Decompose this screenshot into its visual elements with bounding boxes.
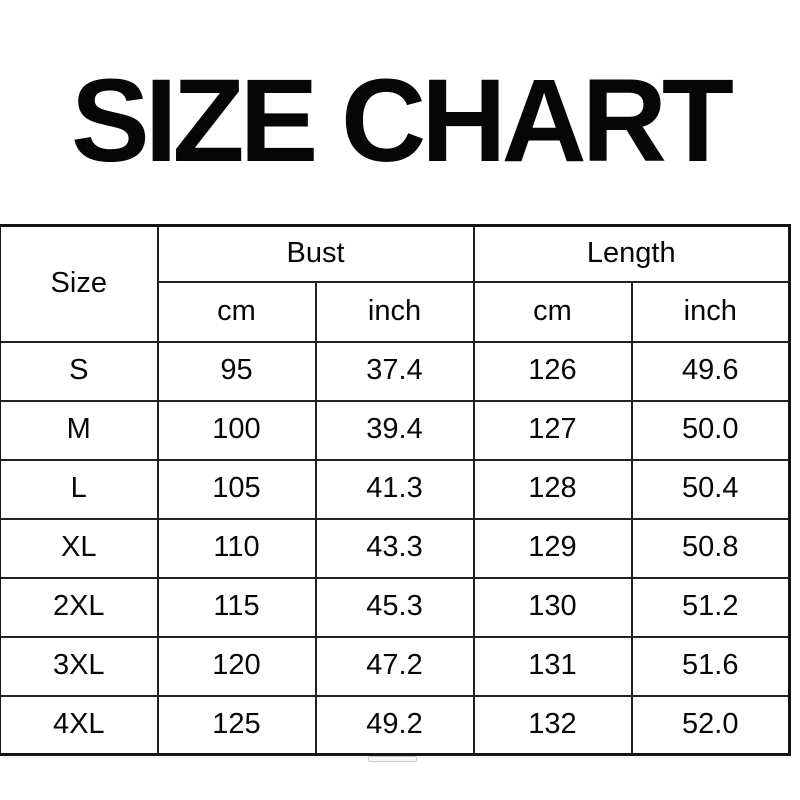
length-cm-cell: 131	[472, 635, 633, 697]
length-inch-cell: 51.6	[630, 635, 791, 697]
size-cell: 2XL	[0, 576, 159, 638]
length-cm-cell: 132	[472, 694, 633, 756]
length-cm-cell: 130	[472, 576, 633, 638]
length-inch-cell: 50.4	[630, 458, 791, 520]
bust-cm-cell: 105	[156, 458, 317, 520]
header-row-groups: Size Bust Length	[0, 224, 791, 343]
length-cm-cell: 129	[472, 517, 633, 579]
length-inch-cell: 49.6	[630, 340, 791, 402]
size-cell: M	[0, 399, 159, 461]
col-header-bust-inch: inch	[314, 280, 475, 343]
bust-cm-cell: 100	[156, 399, 317, 461]
length-inch-cell: 50.0	[630, 399, 791, 461]
size-cell: 4XL	[0, 694, 159, 756]
size-chart-table: Size Bust Length cm inch cm inch S 95 37…	[0, 224, 791, 756]
size-cell: S	[0, 340, 159, 402]
bust-cm-cell: 125	[156, 694, 317, 756]
scrollbar-thumb-artifact	[368, 756, 417, 762]
header-row-units: cm inch cm inch	[0, 280, 791, 343]
table-row-s: S 95 37.4 126 49.6	[0, 340, 791, 402]
bust-cm-cell: 110	[156, 517, 317, 579]
length-cm-cell: 127	[472, 399, 633, 461]
page-title: SIZE CHART	[71, 55, 734, 187]
size-cell: 3XL	[0, 635, 159, 697]
table-row-3xl: 3XL 120 47.2 131 51.6	[0, 635, 791, 697]
length-inch-cell: 52.0	[630, 694, 791, 756]
bust-inch-cell: 39.4	[314, 399, 475, 461]
bust-cm-cell: 115	[156, 576, 317, 638]
size-cell: L	[0, 458, 159, 520]
bust-cm-cell: 95	[156, 340, 317, 402]
col-header-length: Length	[472, 224, 791, 283]
bust-inch-cell: 49.2	[314, 694, 475, 756]
col-header-length-inch: inch	[630, 280, 791, 343]
col-header-size: Size	[0, 224, 159, 343]
col-header-bust: Bust	[156, 224, 475, 283]
length-inch-cell: 50.8	[630, 517, 791, 579]
table-row-l: L 105 41.3 128 50.4	[0, 458, 791, 520]
length-inch-cell: 51.2	[630, 576, 791, 638]
length-cm-cell: 128	[472, 458, 633, 520]
length-cm-cell: 126	[472, 340, 633, 402]
bust-cm-cell: 120	[156, 635, 317, 697]
bust-inch-cell: 45.3	[314, 576, 475, 638]
table-row-2xl: 2XL 115 45.3 130 51.2	[0, 576, 791, 638]
col-header-length-cm: cm	[472, 280, 633, 343]
size-cell: XL	[0, 517, 159, 579]
table-row-xl: XL 110 43.3 129 50.8	[0, 517, 791, 579]
bust-inch-cell: 47.2	[314, 635, 475, 697]
bust-inch-cell: 41.3	[314, 458, 475, 520]
bust-inch-cell: 37.4	[314, 340, 475, 402]
bust-inch-cell: 43.3	[314, 517, 475, 579]
table-row-4xl: 4XL 125 49.2 132 52.0	[0, 694, 791, 756]
col-header-bust-cm: cm	[156, 280, 317, 343]
table-row-m: M 100 39.4 127 50.0	[0, 399, 791, 461]
